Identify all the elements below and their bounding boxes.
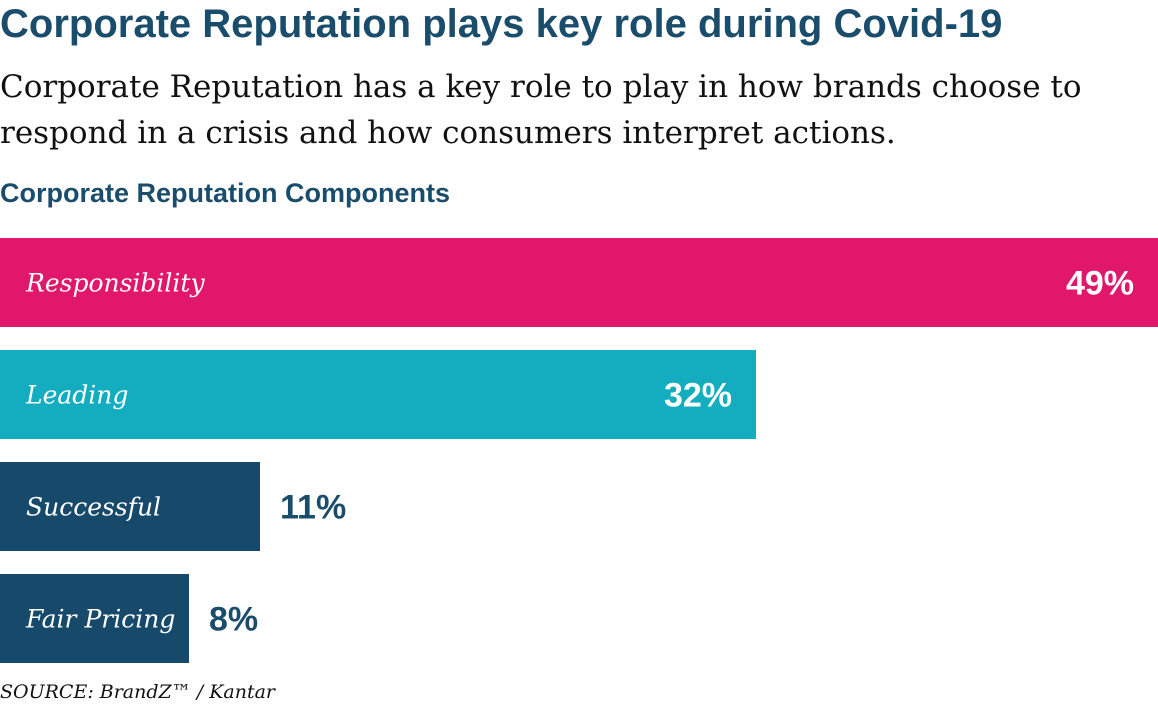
source-note: SOURCE: BrandZ™ / Kantar: [0, 681, 276, 703]
bar-group-responsibility: Responsibility 49%: [0, 238, 1158, 327]
bar-value-leading: 32%: [664, 377, 732, 415]
chart-heading: Corporate Reputation Components: [0, 178, 450, 208]
chart-subtitle: Corporate Reputation has a key role to p…: [0, 69, 1082, 151]
bar-label-fair-pricing: Fair Pricing: [25, 605, 175, 634]
bar-value-responsibility: 49%: [1066, 265, 1134, 303]
bar-value-fair-pricing: 8%: [209, 601, 258, 639]
bar-leading: [0, 350, 756, 439]
bar-label-responsibility: Responsibility: [25, 269, 205, 298]
bar-group-leading: Leading 32%: [0, 350, 756, 439]
bar-fair-pricing: [0, 574, 189, 663]
bar-successful: [0, 462, 260, 551]
chart-title: Corporate Reputation plays key role duri…: [0, 2, 1003, 46]
bar-group-successful: Successful 11%: [0, 462, 346, 551]
bar-chart: Responsibility 49% Leading 32% Successful 11%…: [0, 238, 1158, 663]
bar-value-successful: 11%: [280, 489, 346, 527]
bar-label-leading: Leading: [25, 381, 128, 410]
bar-group-fair-pricing: Fair Pricing 8%: [0, 574, 258, 663]
bar-responsibility: [0, 238, 1158, 327]
bar-label-successful: Successful: [26, 493, 161, 522]
